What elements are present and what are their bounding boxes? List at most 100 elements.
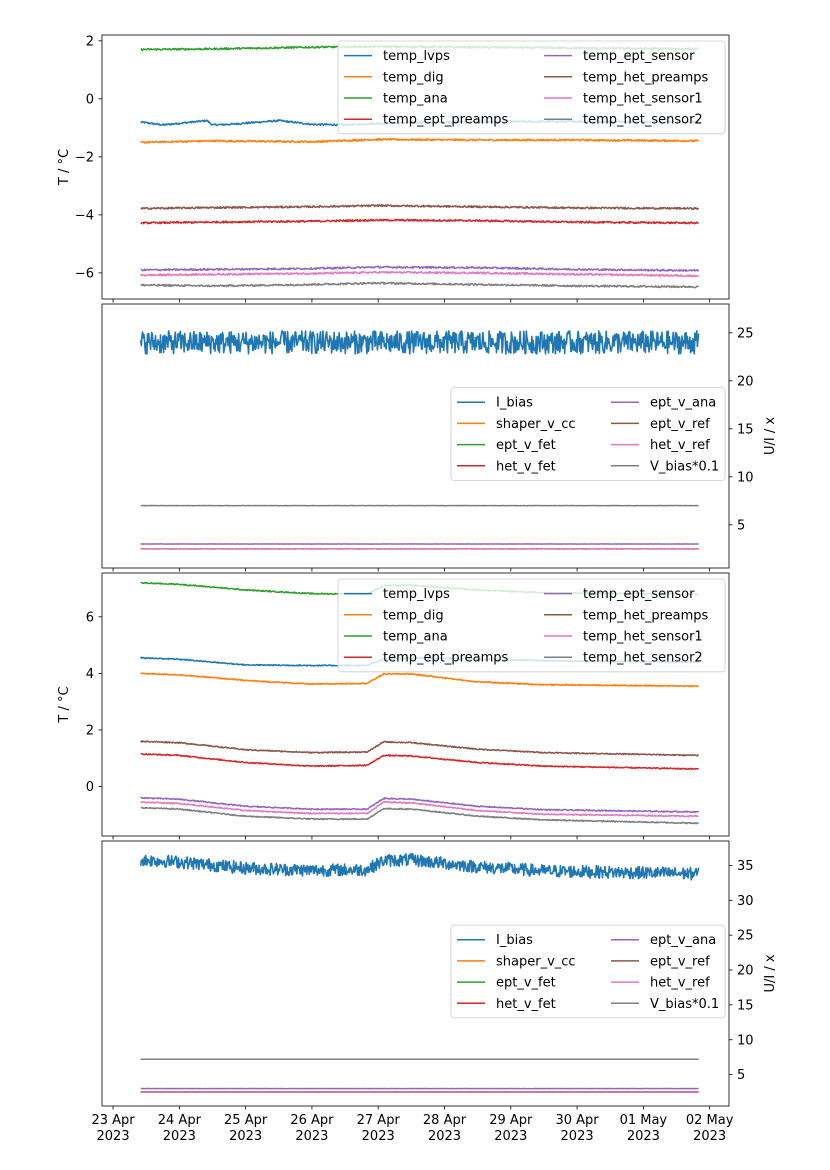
y-tick-label: 10 [737, 1033, 754, 1048]
series-line-I_bias [139, 852, 700, 881]
axes-frame [101, 840, 730, 1107]
axes-frame [101, 572, 730, 837]
legend-label: het_v_ref [650, 976, 710, 991]
legend-label: temp_het_sensor2 [583, 651, 703, 666]
x-tick-label: 28 Apr [423, 1113, 467, 1128]
y-tick-label: 6 [86, 610, 94, 625]
legend-label: temp_dig [383, 70, 444, 85]
y-tick-label: 15 [737, 422, 754, 437]
y-tick-label: 5 [737, 518, 745, 533]
axes-frame [101, 34, 730, 300]
y-tick-label: 4 [86, 667, 94, 682]
y-tick-label: 15 [737, 998, 754, 1013]
legend: temp_lvps temp_dig temp_ana temp_ept_preamp… [337, 40, 726, 135]
y-tick-label: 20 [737, 374, 754, 389]
legend-label: temp_het_sensor1 [583, 92, 703, 107]
legend-box [450, 924, 726, 1019]
x-tick-label: 2023 [428, 1129, 461, 1144]
series-line-temp_ept_sensor [140, 265, 700, 272]
legend-label: temp_ana [383, 630, 448, 645]
legend-label: temp_ept_preamps [383, 651, 509, 666]
series-line-temp_het_preamps [140, 740, 700, 757]
x-tick-label: 2023 [229, 1129, 262, 1144]
legend-label: temp_ept_preamps [383, 113, 509, 128]
y-tick-label: −2 [75, 150, 94, 165]
legend-label: V_bias*0.1 [650, 997, 719, 1012]
series-group [139, 330, 700, 550]
y-axis-label: T / °C [57, 149, 72, 186]
y-tick-label: 20 [737, 964, 754, 979]
legend-label: temp_lvps [383, 49, 450, 64]
legend: temp_lvps temp_dig temp_ana temp_ept_preamp… [337, 578, 726, 673]
x-tick-label: 23 Apr [91, 1113, 135, 1128]
series-line-temp_het_sensor1 [140, 270, 700, 278]
x-tick-label: 27 Apr [357, 1113, 401, 1128]
y-axis-label: U/I / x [763, 417, 778, 455]
chart-panel-2: 25 20 15 10 5 U/I / x I_bias shaper_v_cc ept_v_f… [101, 303, 778, 572]
legend: I_bias shaper_v_cc ept_v_fet het_v_fet ept_v… [450, 387, 726, 481]
x-tick-label: 02 May [686, 1113, 734, 1128]
legend-label: temp_ept_sensor [583, 587, 695, 602]
legend-label: V_bias*0.1 [650, 459, 719, 474]
y-tick-label: −6 [75, 266, 94, 281]
x-tick-label: 2023 [362, 1129, 395, 1144]
y-tick-label: 30 [737, 894, 754, 909]
legend-label: I_bias [496, 396, 533, 411]
legend-box [337, 578, 726, 673]
series-line-temp_het_preamps [140, 204, 700, 211]
series-group [139, 852, 700, 1093]
series-line-temp_het_sensor2 [140, 281, 700, 289]
legend-box [450, 387, 726, 481]
y-tick-label: 25 [737, 326, 754, 341]
x-tick-label: 01 May [620, 1113, 668, 1128]
y-tick-label: 25 [737, 929, 754, 944]
chart-panel-1: 20−2−4−6T / °Ctemp_lvpstemp_digtemp_anat… [57, 34, 730, 303]
y-tick-label: 2 [86, 723, 94, 738]
legend-label: shaper_v_cc [496, 417, 576, 432]
x-tick-label: 2023 [627, 1129, 660, 1144]
legend-label: ept_v_ref [650, 954, 710, 969]
y-axis-label: T / °C [57, 686, 72, 723]
legend-label: temp_het_preamps [583, 70, 709, 85]
legend-box [337, 40, 726, 135]
y-tick-label: 10 [737, 470, 754, 485]
legend-label: I_bias [496, 933, 533, 948]
x-tick-label: 25 Apr [224, 1113, 268, 1128]
legend: I_bias shaper_v_cc ept_v_fet het_v_fet ept_v… [450, 924, 726, 1019]
legend-label: ept_v_ref [650, 417, 710, 432]
legend-label: het_v_fet [496, 459, 556, 474]
legend-label: temp_het_preamps [583, 608, 709, 623]
legend-label: temp_ana [383, 92, 448, 107]
legend-label: het_v_ref [650, 438, 710, 453]
legend-label: ept_v_fet [496, 438, 556, 453]
x-tick-label: 29 Apr [489, 1113, 533, 1128]
legend-label: temp_het_sensor2 [583, 113, 703, 128]
series-line-temp_ept_preamps [140, 752, 700, 771]
legend-label: ept_v_ana [650, 396, 716, 411]
y-tick-label: 0 [86, 92, 94, 107]
series-line-I_bias [139, 330, 700, 355]
axes-frame [101, 303, 730, 569]
x-tick-label: 2023 [693, 1129, 726, 1144]
legend-label: temp_dig [383, 608, 444, 623]
legend-label: het_v_fet [496, 997, 556, 1012]
series-line-temp_ept_preamps [140, 218, 700, 225]
legend-label: ept_v_fet [496, 976, 556, 991]
series-line-temp_het_sensor1 [140, 800, 700, 818]
series-line-temp_het_sensor2 [140, 806, 699, 825]
y-tick-label: 35 [737, 859, 754, 874]
x-tick-label: 2023 [97, 1129, 130, 1144]
x-tick-label: 30 Apr [555, 1113, 599, 1128]
y-axis-label: U/I / x [763, 954, 778, 992]
series-line-temp_ept_sensor [140, 796, 700, 814]
x-tick-label: 2023 [561, 1129, 594, 1144]
x-tick-label: 26 Apr [290, 1113, 334, 1128]
series-line-temp_dig [140, 672, 700, 688]
legend-label: shaper_v_cc [496, 954, 576, 969]
x-tick-label: 2023 [295, 1129, 328, 1144]
x-tick-label: 2023 [163, 1129, 196, 1144]
y-tick-label: −4 [75, 208, 94, 223]
